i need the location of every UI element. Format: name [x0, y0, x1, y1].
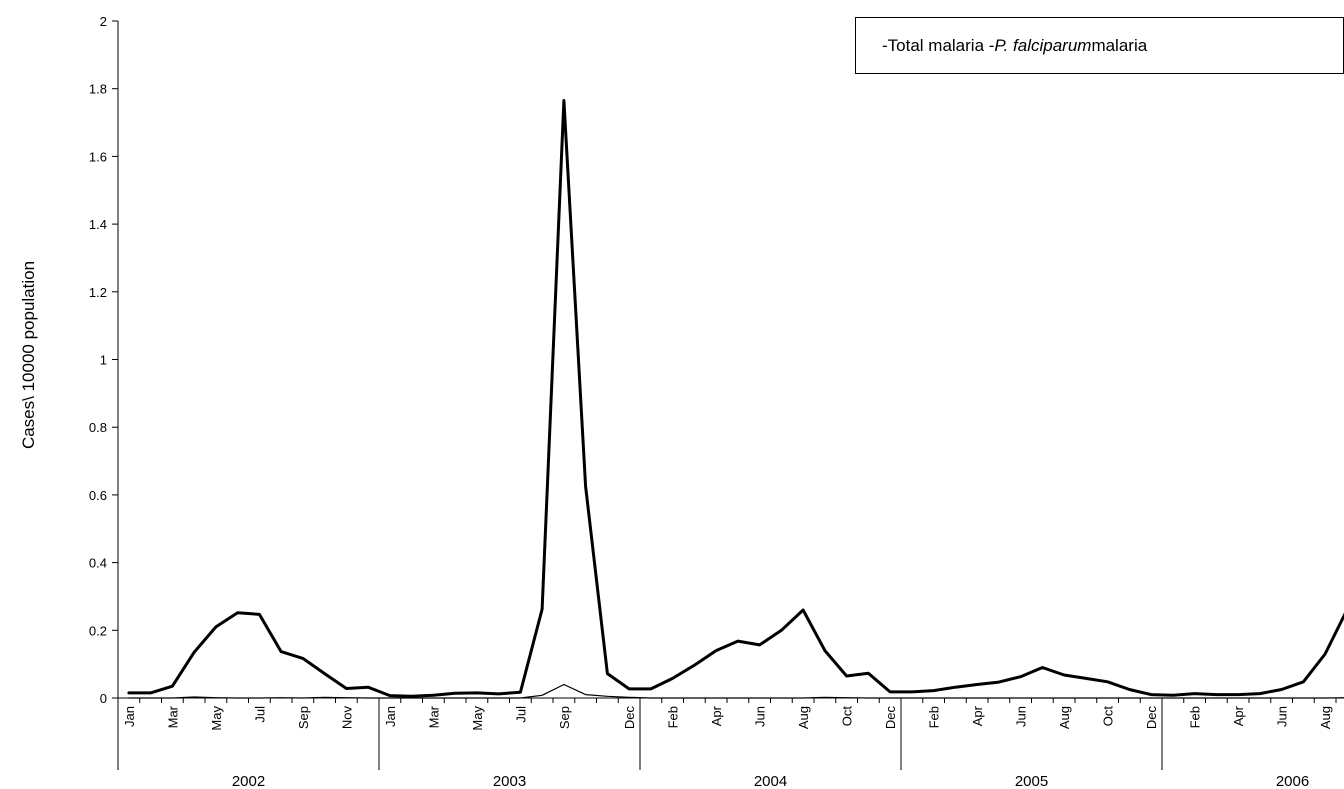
- month-tick-label: Jul: [252, 706, 267, 723]
- month-tick-label: Dec: [1144, 706, 1159, 730]
- month-tick-label: Dec: [622, 706, 637, 730]
- legend: -Total malaria - P. falciparum malaria: [855, 17, 1344, 74]
- y-tick-label: 1.2: [89, 285, 107, 300]
- y-tick-label: 2: [100, 14, 107, 29]
- month-tick-label: Feb: [1188, 706, 1203, 728]
- y-tick-label: 1.4: [89, 217, 107, 232]
- legend-text-part-2: P. falciparum: [994, 35, 1092, 55]
- y-tick-label: 0.6: [89, 488, 107, 503]
- month-tick-label: Feb: [927, 706, 942, 728]
- legend-text-part-1: -Total malaria -: [882, 35, 995, 55]
- legend-text-part-3: malaria: [1091, 35, 1148, 55]
- month-tick-label: May: [470, 706, 485, 731]
- year-label: 2005: [1015, 773, 1048, 789]
- month-tick-label: Mar: [165, 705, 180, 728]
- series-line-p-falciparum: [128, 683, 1344, 699]
- month-tick-label: Jun: [753, 706, 768, 727]
- year-label: 2003: [493, 773, 526, 789]
- series-line-total-malaria: [127, 99, 1344, 698]
- month-tick-label: Mar: [426, 705, 441, 728]
- chart-axes: 0 0.2 0.4 0.6 0.8 1 1.2 1.4 1.6 1.8 2 Jan Mar May Jul S…: [89, 14, 1344, 789]
- y-tick-label: 1.6: [89, 149, 107, 164]
- month-tick-label: Aug: [1057, 706, 1072, 729]
- month-tick-label: Nov: [339, 706, 354, 730]
- month-tick-label: Jul: [513, 706, 528, 723]
- chart-series: [127, 99, 1344, 699]
- month-tick-label: Apr: [1231, 705, 1246, 726]
- month-tick-label: Feb: [666, 706, 681, 728]
- year-label: 2002: [232, 773, 265, 789]
- month-tick-label: Sep: [557, 706, 572, 729]
- y-axis-label: Cases\ 10000 population: [19, 260, 38, 450]
- y-tick-label: 1.8: [89, 82, 107, 97]
- month-tick-label: Aug: [796, 706, 811, 729]
- y-tick-label: 0.2: [89, 623, 107, 638]
- y-tick-label: 0: [100, 691, 107, 706]
- month-tick-label: Jun: [1275, 706, 1290, 727]
- month-tick-label: Jan: [383, 706, 398, 727]
- month-tick-label: Aug: [1318, 706, 1333, 729]
- year-label: 2006: [1276, 773, 1309, 789]
- month-tick-label: Jan: [122, 706, 137, 727]
- month-tick-label: Apr: [709, 705, 724, 726]
- y-tick-label: 1: [100, 353, 107, 368]
- year-label: 2004: [754, 773, 787, 789]
- month-tick-label: May: [209, 706, 224, 731]
- month-tick-label: Dec: [883, 706, 898, 730]
- y-tick-label: 0.4: [89, 556, 107, 571]
- month-tick-label: Sep: [296, 706, 311, 729]
- month-tick-label: Jun: [1014, 706, 1029, 727]
- y-tick-label: 0.8: [89, 420, 107, 435]
- month-tick-label: Oct: [840, 706, 855, 727]
- month-tick-label: Apr: [970, 705, 985, 726]
- month-tick-label: Oct: [1101, 706, 1116, 727]
